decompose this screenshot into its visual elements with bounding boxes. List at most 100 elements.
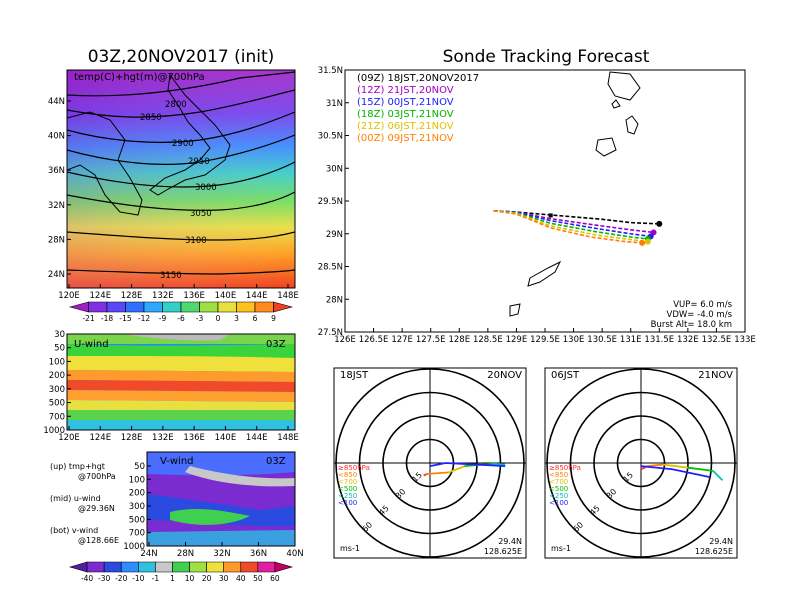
pressure-tick-label: 100 bbox=[49, 357, 65, 367]
lat-tick-label: 24N bbox=[140, 549, 157, 559]
level-legend-entry: ≥850hPa bbox=[338, 464, 370, 472]
wind-profile-segment bbox=[426, 471, 449, 475]
level-legend-entry: <850 bbox=[549, 471, 568, 479]
hodograph-lon: 128.625E bbox=[695, 547, 733, 556]
level-legend-entry: <850 bbox=[338, 471, 357, 479]
lon-tick-label: 126E bbox=[334, 335, 356, 345]
lat-tick-label: 28N bbox=[177, 549, 194, 559]
wind-profile-segment bbox=[712, 470, 724, 481]
lon-tick-label: 140E bbox=[215, 291, 237, 301]
colorbar-label: 1 bbox=[170, 574, 175, 583]
colorbar-label: 40 bbox=[236, 574, 246, 583]
burst-marker bbox=[548, 213, 553, 218]
colorbar-label: -12 bbox=[138, 314, 150, 323]
colorbar-label: 20 bbox=[202, 574, 212, 583]
colorbar-swatch bbox=[143, 301, 163, 313]
lon-tick-label: 124E bbox=[89, 433, 111, 443]
colorbar-swatch bbox=[199, 301, 219, 313]
lon-tick-label: 148E bbox=[277, 291, 299, 301]
v-wind-time: 03Z bbox=[266, 456, 286, 467]
speed-unit: ms-1 bbox=[551, 544, 571, 553]
contour-label: 3150 bbox=[160, 271, 182, 281]
island bbox=[625, 115, 639, 135]
colorbar-label: 10 bbox=[185, 574, 195, 583]
colorbar-label: 3 bbox=[234, 314, 239, 323]
lat-tick-label: 31.5N bbox=[318, 66, 343, 76]
legend-line: @29.36N bbox=[78, 504, 115, 513]
island bbox=[595, 137, 617, 157]
colorbar-label: -21 bbox=[82, 314, 94, 323]
lon-tick-label: 144E bbox=[246, 433, 268, 443]
wind-profile-segment bbox=[647, 463, 664, 468]
coastline-japan bbox=[149, 73, 231, 196]
legend-line: @128.66E bbox=[78, 536, 119, 545]
wind-profile-segment bbox=[640, 465, 711, 478]
colorbar-swatch bbox=[125, 301, 145, 313]
lat-tick-label: 32N bbox=[48, 201, 65, 211]
colorbar-label: -15 bbox=[119, 314, 131, 323]
track-legend-entry: (09Z) 18JST,20NOV2017 bbox=[357, 73, 479, 84]
lon-tick-label: 127E bbox=[391, 335, 413, 345]
colorbar-swatch bbox=[106, 301, 126, 313]
hodograph-lat: 29.4N bbox=[709, 537, 733, 546]
track-legend-entry: (18Z) 03JST,21NOV bbox=[357, 109, 454, 120]
pressure-tick-label: 100 bbox=[129, 475, 145, 485]
lon-tick-label: 127.5E bbox=[416, 335, 446, 345]
legend-line: (mid) u-wind bbox=[50, 494, 101, 503]
colorbar-swatch bbox=[274, 561, 294, 573]
landing-point bbox=[639, 239, 646, 246]
lon-tick-label: 129E bbox=[506, 335, 528, 345]
lon-tick-label: 128.5E bbox=[473, 335, 503, 345]
contour-label: 3100 bbox=[185, 236, 207, 246]
colorbar-label: -6 bbox=[177, 314, 185, 323]
wind-profile-segment bbox=[429, 462, 506, 468]
pressure-tick-label: 50 bbox=[54, 344, 65, 354]
colorbar-label: 0 bbox=[216, 314, 221, 323]
legend-line: (bot) v-wind bbox=[50, 526, 98, 535]
colorbar-swatch bbox=[254, 301, 274, 313]
lat-tick-label: 31N bbox=[326, 99, 343, 109]
track-panel: (09Z) 18JST,20NOV2017(12Z) 21JST,20NOV(1… bbox=[318, 66, 756, 345]
vup-text: VUP= 6.0 m/s bbox=[673, 300, 732, 310]
colorbar-swatch bbox=[223, 561, 242, 573]
v-wind-label: V-wind bbox=[160, 456, 194, 467]
hodograph-date: 20NOV bbox=[487, 370, 522, 381]
pressure-tick-label: 1000 bbox=[43, 426, 65, 436]
track-legend-entry: (12Z) 21JST,20NOV bbox=[357, 85, 454, 96]
colorbar-label: 30 bbox=[219, 574, 229, 583]
level-legend-entry: <100 bbox=[338, 499, 357, 507]
lon-tick-label: 120E bbox=[58, 433, 80, 443]
lat-tick-label: 24N bbox=[48, 270, 65, 280]
colorbar-label: -30 bbox=[98, 574, 110, 583]
wind-profile-segment bbox=[448, 465, 465, 474]
colorbar-label: 9 bbox=[271, 314, 276, 323]
colorbar-swatch bbox=[155, 561, 173, 573]
level-legend-entry: <500 bbox=[338, 485, 357, 493]
lat-tick-label: 44N bbox=[48, 97, 65, 107]
lon-tick-label: 132E bbox=[152, 433, 174, 443]
burst-text: Burst Alt= 18.0 km bbox=[651, 320, 732, 330]
lat-tick-label: 29.5N bbox=[318, 197, 343, 207]
pressure-tick-label: 200 bbox=[129, 489, 145, 499]
colorbar-swatch bbox=[273, 301, 294, 313]
lat-tick-label: 30N bbox=[326, 164, 343, 174]
wind-colorbar: -40 -30 -20 -10 -1 1 10 20 30 40 50 60 bbox=[68, 561, 294, 583]
track-legend-entry: (15Z) 00JST,21NOV bbox=[357, 97, 454, 108]
colorbar-label: -1 bbox=[152, 574, 160, 583]
pressure-tick-label: 200 bbox=[49, 371, 65, 381]
lon-tick-label: 144E bbox=[246, 291, 268, 301]
speed-unit: ms-1 bbox=[340, 544, 360, 553]
colorbar-swatch bbox=[172, 561, 190, 573]
wind-profile-segment bbox=[492, 462, 506, 466]
colorbar-swatch bbox=[88, 301, 108, 313]
coastline-asia bbox=[67, 111, 143, 216]
island bbox=[527, 260, 562, 287]
lon-tick-label: 130.5E bbox=[587, 335, 617, 345]
colorbar-swatch bbox=[68, 301, 89, 313]
lat-tick-label: 40N bbox=[48, 132, 65, 142]
hodograph-time: 06JST bbox=[551, 370, 580, 381]
island bbox=[611, 99, 621, 109]
lon-tick-label: 133E bbox=[734, 335, 756, 345]
legend-line: @700hPa bbox=[78, 472, 116, 481]
